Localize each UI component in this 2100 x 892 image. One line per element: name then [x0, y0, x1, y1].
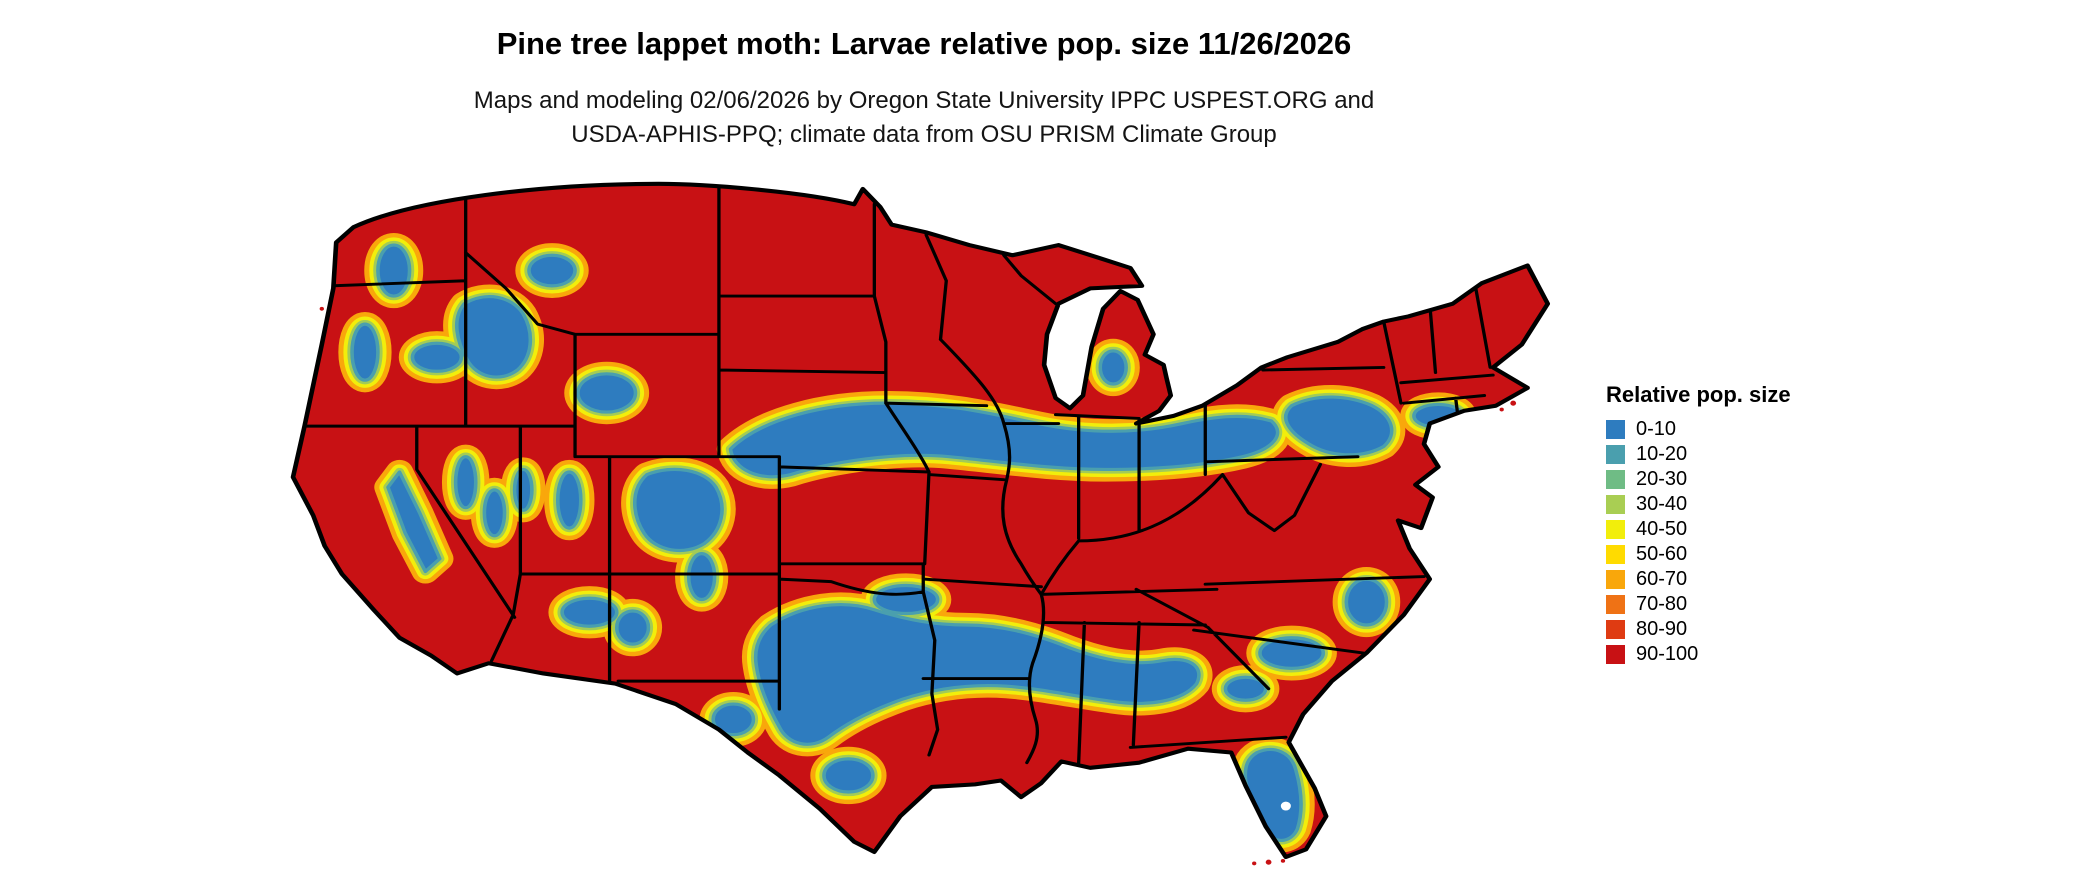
state-borders	[293, 184, 1495, 765]
legend-swatch	[1606, 495, 1625, 514]
legend-swatch	[1606, 595, 1625, 614]
legend-item: 30-40	[1606, 492, 1791, 517]
legend-item-label: 70-80	[1636, 593, 1688, 615]
legend-item: 40-50	[1606, 517, 1791, 542]
legend-title: Relative pop. size	[1606, 382, 1791, 407]
legend-items: 0-10 10-20 20-30 30-40 40-50 50-60	[1606, 417, 1791, 667]
legend-item-label: 80-90	[1636, 618, 1688, 640]
legend-swatch	[1606, 520, 1625, 539]
legend-swatch	[1606, 645, 1625, 664]
legend-item-label: 90-100	[1636, 643, 1699, 665]
map-subtitle: Maps and modeling 02/06/2026 by Oregon S…	[0, 84, 1848, 152]
legend-swatch	[1606, 445, 1625, 464]
legend-item-label: 40-50	[1636, 518, 1688, 540]
subtitle-line1: Maps and modeling 02/06/2026 by Oregon S…	[473, 87, 1375, 114]
legend-item-label: 20-30	[1636, 468, 1688, 490]
legend-item-label: 50-60	[1636, 543, 1688, 565]
legend-item: 0-10	[1606, 417, 1791, 442]
legend: Relative pop. size 0-10 10-20 20-30 30-4…	[1606, 382, 1791, 667]
legend-item: 20-30	[1606, 467, 1791, 492]
map-raster	[293, 183, 1548, 858]
legend-item-label: 30-40	[1636, 493, 1688, 515]
legend-swatch	[1606, 545, 1625, 564]
us-map	[270, 166, 1565, 866]
legend-item: 10-20	[1606, 442, 1791, 467]
subtitle-line2: USDA-APHIS-PPQ; climate data from OSU PR…	[571, 121, 1277, 148]
legend-item: 50-60	[1606, 542, 1791, 567]
legend-swatch	[1606, 470, 1625, 489]
legend-item: 80-90	[1606, 617, 1791, 642]
legend-item-label: 60-70	[1636, 568, 1688, 590]
legend-swatch	[1606, 420, 1625, 439]
legend-swatch	[1606, 570, 1625, 589]
map-title: Pine tree lappet moth: Larvae relative p…	[496, 26, 1352, 61]
legend-item: 70-80	[1606, 592, 1791, 617]
legend-item-label: 0-10	[1636, 418, 1677, 440]
legend-item-label: 10-20	[1636, 443, 1688, 465]
lake-okeechobee	[1280, 801, 1291, 811]
legend-item: 90-100	[1606, 642, 1791, 667]
coastal-islands	[319, 306, 1517, 866]
legend-item: 60-70	[1606, 567, 1791, 592]
legend-swatch	[1606, 620, 1625, 639]
